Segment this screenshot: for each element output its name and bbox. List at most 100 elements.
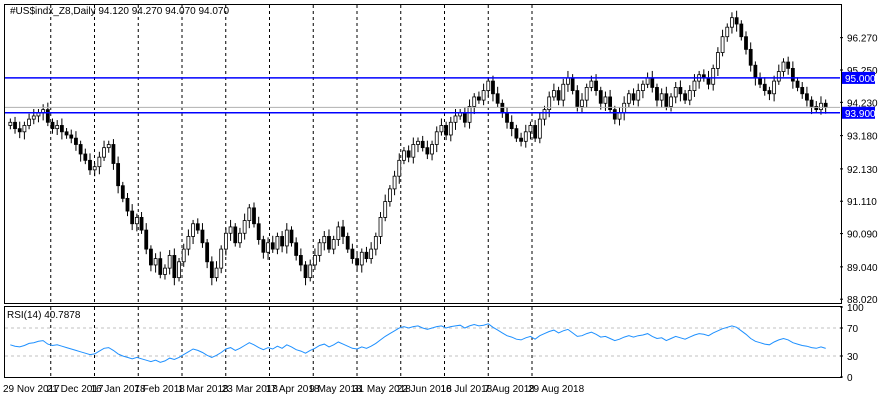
candle-body bbox=[106, 144, 111, 149]
candle-body bbox=[514, 128, 519, 139]
candle-body bbox=[74, 137, 78, 145]
candle-body bbox=[800, 87, 805, 95]
candle-body bbox=[678, 87, 683, 95]
candle-body bbox=[327, 236, 331, 250]
candle-body bbox=[261, 239, 266, 253]
y-tick-label: 91.110 bbox=[847, 197, 877, 208]
candle-body bbox=[17, 128, 22, 133]
rsi-tick-label: 30 bbox=[847, 352, 859, 363]
candle-body bbox=[294, 242, 299, 256]
candle-body bbox=[561, 83, 566, 101]
candle-body bbox=[186, 236, 191, 250]
candle-body bbox=[289, 229, 294, 244]
candle-body bbox=[509, 121, 514, 130]
candle-body bbox=[336, 226, 341, 240]
candle-body bbox=[27, 118, 31, 126]
candle-body bbox=[22, 125, 27, 133]
candle-body bbox=[406, 150, 411, 158]
candle-body bbox=[603, 96, 608, 104]
candle-body bbox=[172, 255, 177, 279]
candle-body bbox=[97, 156, 102, 168]
candle-body bbox=[130, 210, 135, 225]
rsi-tick-label: 100 bbox=[847, 303, 864, 314]
candle-body bbox=[78, 144, 83, 155]
candle-body bbox=[134, 217, 139, 225]
candle-body bbox=[636, 90, 641, 101]
candle-body bbox=[566, 77, 570, 85]
candle-body bbox=[570, 77, 575, 91]
candle-body bbox=[280, 236, 285, 247]
price-axis: 96.270 95.250 94.230 93.180 92.130 91.110 90.0… bbox=[840, 34, 878, 306]
candle-body bbox=[622, 102, 627, 114]
y-tick-label: 90.090 bbox=[847, 230, 878, 241]
candle-body bbox=[739, 23, 744, 38]
x-tick-label: 16 Jan 2018 bbox=[91, 384, 146, 395]
candle-body bbox=[83, 153, 88, 161]
level-price-tag bbox=[842, 71, 875, 84]
candle-body bbox=[228, 226, 233, 234]
candle-body bbox=[711, 68, 716, 85]
candle-body bbox=[673, 87, 678, 98]
candle-body bbox=[645, 77, 650, 85]
candle-body bbox=[542, 109, 547, 120]
candle-body bbox=[64, 131, 69, 136]
candle-body bbox=[533, 125, 538, 139]
candle-body bbox=[823, 102, 828, 108]
candle-body bbox=[448, 121, 453, 136]
candle-body bbox=[720, 36, 725, 53]
candle-body bbox=[734, 17, 739, 25]
candle-body bbox=[481, 90, 486, 101]
y-tick-label: 96.270 bbox=[847, 34, 878, 45]
candle-body bbox=[163, 267, 167, 275]
candle-body bbox=[809, 99, 814, 107]
candle-body bbox=[102, 147, 106, 158]
candle-body bbox=[364, 251, 369, 260]
candle-body bbox=[55, 125, 60, 130]
x-tick-label: 31 May 2018 bbox=[353, 384, 411, 395]
x-tick-label: 22 Jun 2018 bbox=[397, 384, 452, 395]
candle-body bbox=[462, 112, 467, 123]
candle-body bbox=[430, 144, 434, 155]
x-tick-label: 29 Aug 2018 bbox=[528, 384, 585, 395]
candle-body bbox=[247, 207, 252, 221]
candle-body bbox=[439, 125, 444, 133]
candle-body bbox=[495, 93, 500, 104]
x-tick-label: 29 Nov 2017 bbox=[3, 384, 60, 395]
level-price-tags: 95.000 93.900 bbox=[842, 71, 876, 120]
candle-body bbox=[252, 207, 256, 225]
candle-body bbox=[659, 93, 664, 101]
candle-body bbox=[345, 236, 350, 250]
candle-body bbox=[748, 48, 753, 66]
candle-body bbox=[753, 64, 758, 79]
rsi-tick-label: 70 bbox=[847, 324, 859, 335]
level-price-tag bbox=[842, 106, 875, 119]
candle-body bbox=[744, 36, 748, 50]
candle-body bbox=[153, 258, 158, 266]
candle-body bbox=[420, 140, 425, 149]
candle-body bbox=[608, 96, 613, 111]
horizontal-levels[interactable] bbox=[5, 77, 840, 114]
candle-body bbox=[772, 80, 777, 95]
candle-body bbox=[491, 80, 495, 95]
x-tick-label: 7 Aug 2018 bbox=[484, 384, 535, 395]
candle-body bbox=[556, 90, 561, 101]
x-tick-label: 21 Dec 2017 bbox=[47, 384, 104, 395]
candle-body bbox=[580, 99, 584, 107]
candle-body bbox=[805, 93, 809, 101]
candle-body bbox=[69, 134, 74, 139]
candle-body bbox=[537, 118, 542, 139]
x-tick-label: 23 Mar 2018 bbox=[222, 384, 279, 395]
candle-body bbox=[369, 248, 374, 260]
candle-body bbox=[392, 175, 397, 190]
level-price-label: 93.900 bbox=[845, 109, 876, 120]
candle-body bbox=[313, 255, 317, 266]
candle-body bbox=[589, 80, 594, 88]
candle-body bbox=[266, 242, 270, 253]
candle-body bbox=[631, 93, 636, 101]
candle-body bbox=[59, 125, 64, 133]
candle-body bbox=[547, 96, 552, 111]
candle-body bbox=[453, 115, 458, 123]
candlestick-series bbox=[5, 10, 840, 286]
candle-body bbox=[139, 217, 144, 231]
